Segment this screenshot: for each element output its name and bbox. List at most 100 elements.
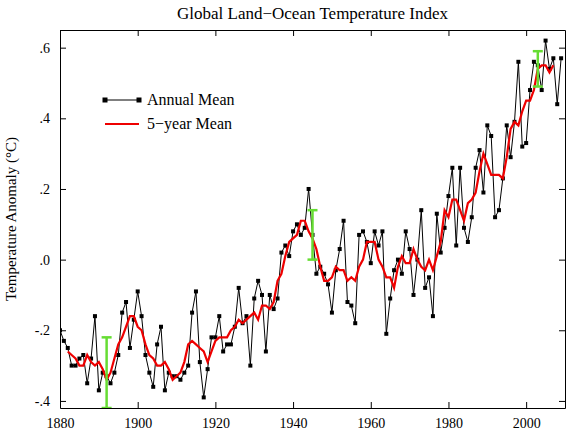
series-marker xyxy=(478,148,482,152)
series-marker xyxy=(221,349,225,353)
y-tick-mark xyxy=(60,260,66,261)
series-marker xyxy=(435,212,439,216)
chart: 1880190019201940196019802000-.4-.2.0.2.4… xyxy=(0,0,580,441)
x-tick-mark xyxy=(371,402,372,408)
series-marker xyxy=(404,229,408,233)
series-marker xyxy=(524,141,528,145)
series-marker xyxy=(60,328,62,332)
y-right-tick-mark xyxy=(559,260,565,261)
series-line xyxy=(60,41,561,398)
y-tick-mark xyxy=(60,48,66,49)
plot: 1880190019201940196019802000-.4-.2.0.2.4… xyxy=(35,30,566,431)
x-axis-line xyxy=(61,408,566,409)
x-tick-mark xyxy=(526,402,527,408)
series-marker xyxy=(330,311,334,315)
series-marker xyxy=(136,289,140,293)
x-tick-label: 1880 xyxy=(47,416,75,431)
y-tick: -.2 xyxy=(35,323,66,338)
series-marker xyxy=(198,360,202,364)
series-marker xyxy=(493,215,497,219)
series-marker xyxy=(112,371,116,375)
error-bar-cap xyxy=(102,407,112,408)
y-tick: .2 xyxy=(40,182,67,197)
series-marker xyxy=(252,296,256,300)
series-marker xyxy=(380,229,384,233)
series-marker xyxy=(516,60,520,64)
series-marker xyxy=(384,332,388,336)
legend-item: 5−year Mean xyxy=(105,115,232,133)
series-marker xyxy=(338,247,342,251)
series-marker xyxy=(388,296,392,300)
x-tick-label: 1920 xyxy=(202,416,230,431)
series-marker xyxy=(555,102,559,106)
series-marker xyxy=(509,155,513,159)
series-marker xyxy=(109,381,113,385)
x-top-tick-mark xyxy=(371,30,372,36)
x-top-tick xyxy=(526,30,527,36)
series-marker xyxy=(544,39,548,43)
error-bar xyxy=(308,210,318,259)
y-right-tick-mark xyxy=(559,118,565,119)
y-right-axis-line xyxy=(565,31,566,409)
series-marker xyxy=(206,367,210,371)
series-marker xyxy=(77,357,81,361)
series-marker xyxy=(237,286,241,290)
series-marker xyxy=(551,56,555,60)
y-right-tick xyxy=(559,48,565,49)
error-bar xyxy=(533,51,543,86)
y-right-axis xyxy=(559,31,566,409)
series-marker xyxy=(349,304,353,308)
x-tick-mark xyxy=(293,402,294,408)
series-marker xyxy=(163,388,167,392)
series-marker xyxy=(450,166,454,170)
y-tick-label: -.4 xyxy=(35,394,50,409)
series-marker xyxy=(225,342,229,346)
x-tick-label: 2000 xyxy=(513,416,541,431)
x-tick-label: 1900 xyxy=(124,416,152,431)
series-marker xyxy=(66,346,70,350)
y-tick-label: .0 xyxy=(40,253,51,268)
y-tick: .6 xyxy=(40,41,67,56)
error-bar-cap xyxy=(102,336,112,339)
series-marker xyxy=(210,335,214,339)
series-marker xyxy=(466,240,470,244)
legend-label: Annual Mean xyxy=(147,91,235,108)
series-marker xyxy=(373,229,377,233)
series-marker xyxy=(520,145,524,149)
data-area xyxy=(60,39,563,408)
series-marker xyxy=(70,364,74,368)
series-marker xyxy=(481,191,485,195)
series-marker xyxy=(314,272,318,276)
y-right-tick xyxy=(559,189,565,190)
error-bar-stem xyxy=(311,210,314,259)
y-axis-title: Temperature Anomaly (°C) xyxy=(3,137,20,301)
error-bar-stem xyxy=(105,337,108,408)
series-marker xyxy=(287,254,291,258)
series-marker xyxy=(264,349,268,353)
series-marker xyxy=(392,268,396,272)
series-marker xyxy=(143,353,147,357)
y-tick-mark xyxy=(60,118,66,119)
series-marker xyxy=(419,208,423,212)
y-tick: -.4 xyxy=(35,394,66,409)
series-marker xyxy=(186,364,190,368)
series-marker xyxy=(307,187,311,191)
series-marker xyxy=(279,251,283,255)
series-marker xyxy=(299,233,303,237)
y-axis-line xyxy=(60,31,61,409)
series-marker xyxy=(540,88,544,92)
legend-marker xyxy=(137,98,142,103)
series-marker xyxy=(229,342,233,346)
series-marker xyxy=(377,243,381,247)
x-tick: 1940 xyxy=(280,402,308,431)
error-bar-cap xyxy=(533,85,543,88)
x-tick-mark xyxy=(215,402,216,408)
error-bar xyxy=(102,337,112,408)
y-tick-label: .2 xyxy=(40,182,51,197)
legend-swatch xyxy=(105,100,139,101)
series-marker xyxy=(155,342,159,346)
series-marker xyxy=(470,215,474,219)
x-tick: 1980 xyxy=(435,402,463,431)
y-right-tick xyxy=(559,260,565,261)
series-marker xyxy=(458,166,462,170)
